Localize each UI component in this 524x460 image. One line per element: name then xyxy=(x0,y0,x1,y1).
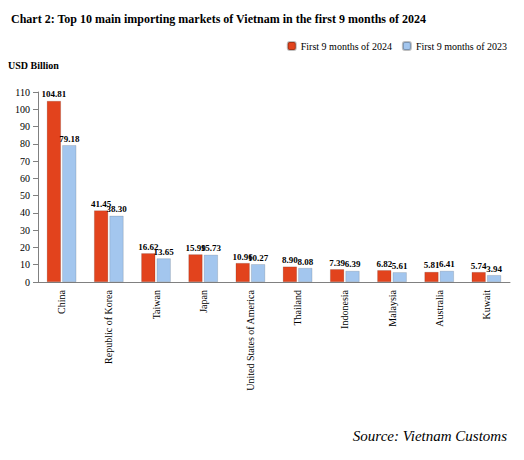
svg-text:6.39: 6.39 xyxy=(345,259,361,269)
svg-text:0: 0 xyxy=(25,277,30,288)
svg-text:5.74: 5.74 xyxy=(471,261,487,271)
svg-text:38.30: 38.30 xyxy=(106,204,127,214)
svg-text:Indonesia: Indonesia xyxy=(339,289,350,328)
svg-text:Taiwan: Taiwan xyxy=(151,290,162,319)
svg-text:80: 80 xyxy=(20,138,30,149)
svg-text:8.08: 8.08 xyxy=(297,257,313,267)
svg-text:7.39: 7.39 xyxy=(329,258,345,268)
svg-text:Chart 2: Top 10 main importing: Chart 2: Top 10 main importing markets o… xyxy=(11,12,426,26)
svg-text:13.65: 13.65 xyxy=(154,247,175,257)
svg-text:Source: Vietnam Customs: Source: Vietnam Customs xyxy=(353,428,507,444)
svg-text:70: 70 xyxy=(20,156,30,167)
svg-text:Thailand: Thailand xyxy=(292,290,303,326)
svg-text:10.96: 10.96 xyxy=(232,251,253,262)
svg-text:100: 100 xyxy=(15,104,30,115)
svg-text:110: 110 xyxy=(15,87,30,98)
svg-text:First 9 months of 2024: First 9 months of 2024 xyxy=(301,41,392,52)
svg-text:41.45: 41.45 xyxy=(91,198,112,209)
svg-text:United States of America: United States of America xyxy=(245,289,256,390)
svg-text:15.73: 15.73 xyxy=(201,243,222,253)
svg-text:60: 60 xyxy=(20,173,30,184)
svg-text:Republic of Korea: Republic of Korea xyxy=(103,289,114,363)
svg-text:104.81: 104.81 xyxy=(42,89,67,99)
svg-text:5.61: 5.61 xyxy=(392,261,408,271)
svg-text:16.62: 16.62 xyxy=(138,241,159,252)
svg-text:6.82: 6.82 xyxy=(376,259,392,269)
svg-text:Japan: Japan xyxy=(198,290,209,313)
svg-text:Kuwait: Kuwait xyxy=(481,290,492,320)
svg-text:40: 40 xyxy=(20,207,30,218)
svg-text:Australia: Australia xyxy=(434,289,445,326)
svg-text:15.99: 15.99 xyxy=(185,242,206,253)
svg-text:90: 90 xyxy=(20,121,30,132)
svg-text:10.27: 10.27 xyxy=(248,253,269,263)
svg-text:30: 30 xyxy=(20,225,30,236)
svg-text:3.94: 3.94 xyxy=(486,264,502,274)
svg-text:79.18: 79.18 xyxy=(59,134,80,144)
svg-text:Malaysia: Malaysia xyxy=(387,289,398,326)
svg-text:First 9 months of 2023: First 9 months of 2023 xyxy=(416,41,507,52)
svg-text:6.41: 6.41 xyxy=(439,259,455,269)
svg-text:10: 10 xyxy=(20,259,30,270)
svg-text:USD Billion: USD Billion xyxy=(8,60,59,71)
svg-text:20: 20 xyxy=(20,242,30,253)
svg-text:5.81: 5.81 xyxy=(424,260,440,270)
svg-text:50: 50 xyxy=(20,190,30,201)
svg-text:China: China xyxy=(56,289,67,313)
svg-text:8.90: 8.90 xyxy=(282,255,298,265)
